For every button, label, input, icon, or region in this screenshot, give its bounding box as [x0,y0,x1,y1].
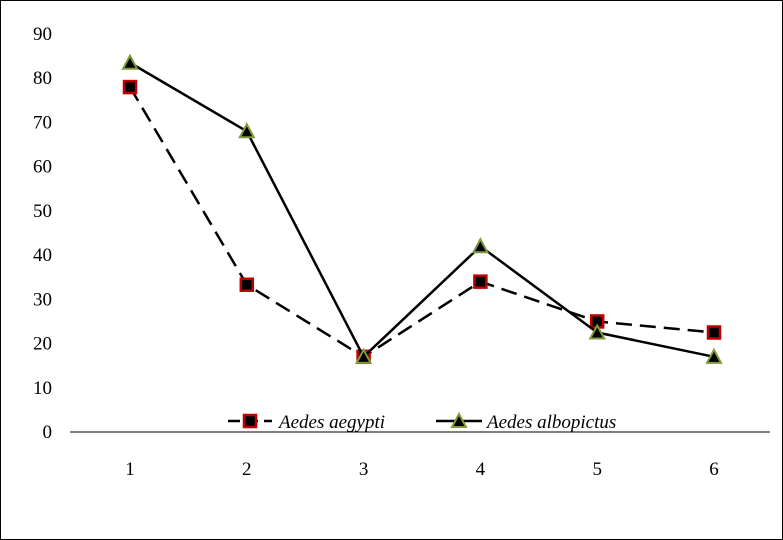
x-tick-label: 3 [359,459,369,480]
x-tick-label: 5 [592,459,602,480]
series-aegypti [122,79,722,365]
y-tick-label: 0 [43,422,53,443]
y-tick-label: 60 [33,157,52,178]
y-tick-label: 90 [33,24,52,45]
series-layer [121,53,723,365]
series-albopictus [121,53,723,364]
triangle-marker [238,122,256,139]
triangle-marker [471,237,490,254]
y-axis-ticks: 0 10 20 30 40 50 60 70 80 90 [33,24,52,443]
triangle-marker [354,347,373,364]
series-line [129,61,715,359]
square-marker [242,413,258,429]
x-tick-label: 2 [242,459,252,480]
y-tick-label: 70 [33,112,52,133]
y-tick-label: 30 [33,289,52,310]
x-tick-label: 4 [476,459,486,480]
square-marker [122,79,138,95]
triangle-marker [450,411,468,428]
y-tick-label: 80 [33,68,52,89]
y-tick-label: 50 [33,201,52,222]
x-tick-label: 6 [709,459,719,480]
triangle-marker [588,323,606,340]
y-tick-label: 10 [33,378,52,399]
square-marker [239,277,255,292]
square-marker [706,325,722,340]
square-marker [473,274,488,289]
series-line [128,86,715,359]
triangle-marker [705,347,723,364]
y-tick-label: 20 [33,334,52,355]
legend: Aedes aegypti Aedes albopictus [228,411,616,433]
x-axis-ticks: 1 2 3 4 5 6 [125,459,719,480]
legend-item: Aedes aegypti [228,412,385,433]
triangle-marker [121,53,139,70]
y-tick-label: 40 [33,245,52,266]
legend-label: Aedes albopictus [485,412,616,433]
x-tick-label: 1 [125,459,135,480]
legend-label: Aedes aegypti [277,412,385,433]
legend-item: Aedes albopictus [436,411,616,433]
